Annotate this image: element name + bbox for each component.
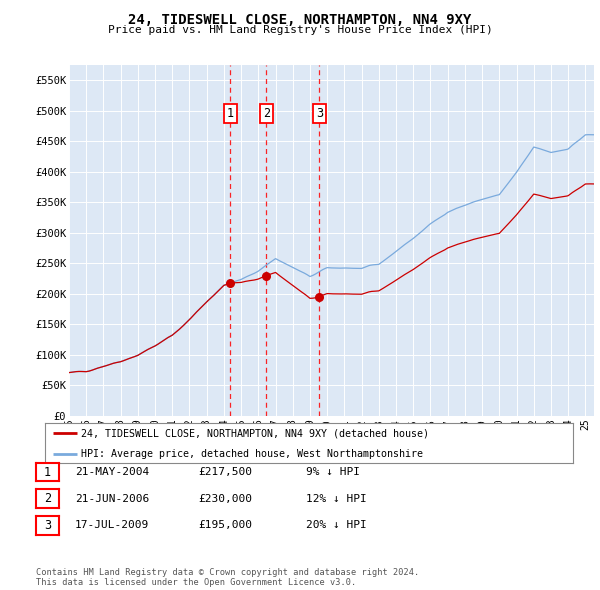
Text: £195,000: £195,000 — [198, 520, 252, 530]
Text: 21-JUN-2006: 21-JUN-2006 — [75, 494, 149, 503]
Text: 1: 1 — [44, 466, 51, 478]
Text: 2: 2 — [44, 492, 51, 505]
Text: Price paid vs. HM Land Registry's House Price Index (HPI): Price paid vs. HM Land Registry's House … — [107, 25, 493, 35]
Text: £230,000: £230,000 — [198, 494, 252, 503]
Text: Contains HM Land Registry data © Crown copyright and database right 2024.
This d: Contains HM Land Registry data © Crown c… — [36, 568, 419, 587]
Text: 12% ↓ HPI: 12% ↓ HPI — [306, 494, 367, 503]
Text: 20% ↓ HPI: 20% ↓ HPI — [306, 520, 367, 530]
Text: 9% ↓ HPI: 9% ↓ HPI — [306, 467, 360, 477]
Text: 21-MAY-2004: 21-MAY-2004 — [75, 467, 149, 477]
Text: 3: 3 — [44, 519, 51, 532]
Text: 24, TIDESWELL CLOSE, NORTHAMPTON, NN4 9XY: 24, TIDESWELL CLOSE, NORTHAMPTON, NN4 9X… — [128, 13, 472, 27]
Text: HPI: Average price, detached house, West Northamptonshire: HPI: Average price, detached house, West… — [81, 450, 423, 460]
Text: 3: 3 — [316, 107, 323, 120]
Text: 2: 2 — [263, 107, 270, 120]
Text: 17-JUL-2009: 17-JUL-2009 — [75, 520, 149, 530]
Text: 1: 1 — [227, 107, 234, 120]
Text: 24, TIDESWELL CLOSE, NORTHAMPTON, NN4 9XY (detached house): 24, TIDESWELL CLOSE, NORTHAMPTON, NN4 9X… — [81, 428, 429, 438]
Text: £217,500: £217,500 — [198, 467, 252, 477]
